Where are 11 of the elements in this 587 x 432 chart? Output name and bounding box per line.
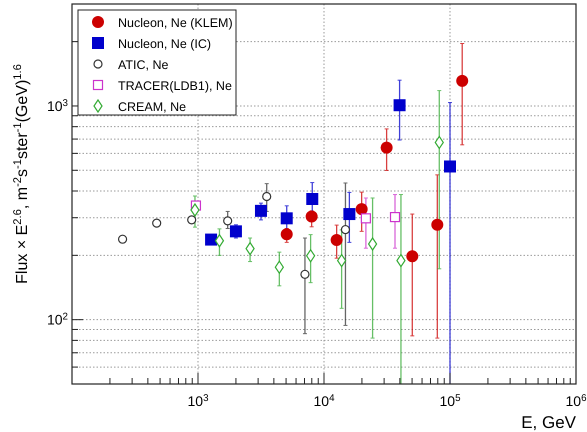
legend-label: ATIC, Ne <box>118 58 169 72</box>
x-tick-label: 10$^{3}$ <box>187 392 210 409</box>
legend-label: Nucleon, Ne (KLEM) <box>118 16 233 30</box>
y-tick-label: 10$^{2}$ <box>46 311 68 328</box>
legend-label: TRACER(LDB1), Ne <box>118 79 232 93</box>
x-axis-title: E, GeV <box>521 413 577 432</box>
x-tick-label: 10$^{5}$ <box>439 392 462 409</box>
legend-label: Nucleon, Ne (IC) <box>118 37 212 51</box>
x-tick-label: 10$^{6}$ <box>565 392 587 409</box>
legend-label: CREAM, Ne <box>118 100 186 114</box>
x-tick-label: 10$^{4}$ <box>313 392 336 409</box>
